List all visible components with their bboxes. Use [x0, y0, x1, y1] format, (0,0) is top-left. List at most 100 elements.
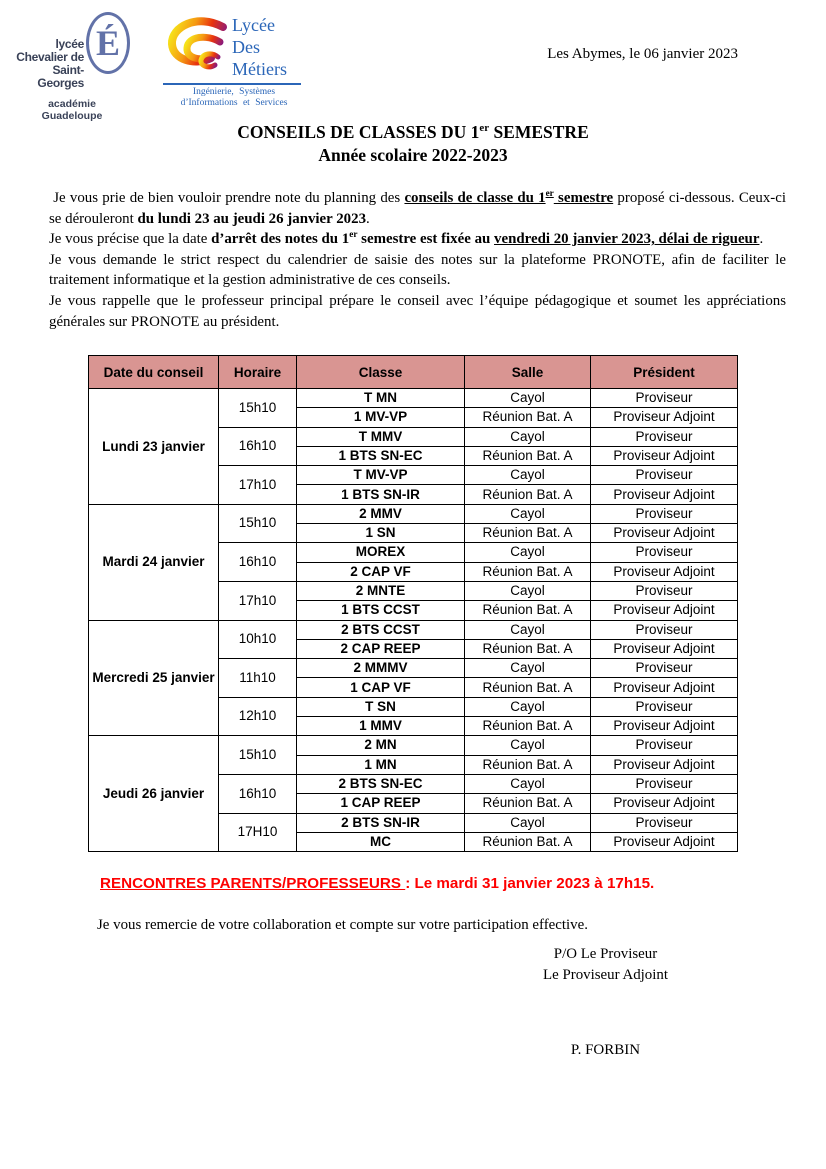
table-row: 1 MMV Réunion Bat. A Proviseur Adjoint	[89, 716, 738, 737]
paragraph-segment: semestre est fixée au	[357, 231, 495, 248]
table-row: 1 CAP REEP Réunion Bat. A Proviseur Adjoin…	[89, 793, 738, 814]
school-name-line3: Saint-Georges	[37, 63, 84, 90]
president-cell: Proviseur	[590, 773, 738, 795]
room-cell: Réunion Bat. A	[464, 638, 591, 660]
column-header: Classe	[296, 355, 465, 389]
paragraph: Je vous précise que la date d’arrêt des …	[49, 229, 786, 250]
academy-label-line2: Guadeloupe	[41, 110, 103, 122]
president-cell: Proviseur	[590, 387, 738, 409]
paragraph-segment: d’arrêt des notes du 1	[211, 231, 350, 248]
column-header: Salle	[464, 355, 591, 389]
table-row: 11h10 2 MMMV Cayol Proviseur	[89, 658, 738, 698]
paragraph-segment: vendredi 20 janvier 2023, délai de rigue…	[494, 231, 760, 248]
date-cell: Mardi 24 janvier	[88, 503, 219, 621]
room-cell: Réunion Bat. A	[464, 523, 591, 544]
time-cell: 15h10	[218, 735, 297, 775]
class-cell: MOREX	[296, 542, 465, 563]
room-cell: Réunion Bat. A	[464, 561, 591, 582]
swirl-icon	[168, 17, 227, 70]
room-cell: Cayol	[464, 619, 591, 640]
president-cell: Proviseur Adjoint	[590, 407, 738, 428]
president-cell: Proviseur Adjoint	[590, 561, 738, 582]
metiers-logo-text: Lycée Des Métiers	[232, 14, 287, 80]
class-cell: 2 CAP REEP	[296, 638, 465, 660]
paragraph-segment: du lundi 23 au jeudi 26 janvier 2023	[137, 210, 367, 227]
president-cell: Proviseur Adjoint	[590, 831, 738, 853]
table-row: 1 BTS CCST Réunion Bat. A Proviseur Adjoin…	[89, 600, 738, 621]
table-body: Lundi 23 janvier 15h10 T MN Cayol Proviseur 1…	[88, 387, 738, 853]
president-cell: Proviseur	[590, 812, 738, 833]
class-cell: 2 BTS SN-IR	[296, 812, 465, 833]
date-cell: Jeudi 26 janvier	[88, 735, 219, 853]
lycee-des-metiers-logo: Lycée Des Métiers Ingénierie, Systèmes d…	[163, 14, 305, 110]
class-cell: 1 BTS SN-EC	[296, 445, 465, 467]
table-row: Lundi 23 janvier 15h10 T MN Cayol Proviseur	[88, 387, 738, 505]
class-cell: 2 MMMV	[296, 658, 465, 679]
academy-label: académie Guadeloupe	[37, 98, 107, 122]
metiers-text-line3: Métiers	[232, 59, 287, 79]
schedule-table: Date du conseil Horaire Classe Salle Préside…	[88, 355, 738, 853]
title-line1-text: CONSEILS DE CLASSES DU 1	[237, 122, 480, 142]
table-head: Date du conseil Horaire Classe Salle Préside…	[88, 355, 738, 389]
class-cell: 2 MNTE	[296, 580, 465, 602]
signature-block: P/O Le Proviseur Le Proviseur Adjoint	[503, 944, 708, 986]
time-cell: 15h10	[218, 388, 297, 428]
table-row: 2 CAP REEP Réunion Bat. A Proviseur Adjoin…	[89, 638, 738, 660]
class-cell: 1 CAP REEP	[296, 793, 465, 814]
room-cell: Cayol	[464, 465, 591, 486]
date-cell: Lundi 23 janvier	[88, 388, 219, 505]
president-cell: Proviseur Adjoint	[590, 523, 738, 544]
school-name-line1: lycée	[55, 37, 84, 51]
column-header: Date du conseil	[88, 355, 219, 389]
room-cell: Cayol	[464, 696, 591, 718]
class-cell: 1 MMV	[296, 716, 465, 737]
time-cell: 12h10	[218, 696, 297, 737]
president-cell: Proviseur Adjoint	[590, 716, 738, 737]
time-cell: 17H10	[218, 812, 297, 853]
paragraph-segment: .	[759, 231, 764, 248]
room-cell: Cayol	[464, 426, 591, 447]
room-cell: Réunion Bat. A	[464, 716, 591, 737]
paragraph-segment: semestre	[553, 190, 614, 206]
president-cell: Proviseur	[590, 465, 738, 486]
paragraph-segment: conseils de classe du 1	[404, 190, 546, 206]
room-cell: Réunion Bat. A	[464, 831, 591, 853]
time-cell: 16h10	[218, 773, 297, 814]
table-row: 16h10 MOREX Cayol Proviseur	[89, 542, 738, 582]
class-cell: 2 BTS SN-EC	[296, 773, 465, 795]
president-cell: Proviseur Adjoint	[590, 600, 738, 621]
room-cell: Cayol	[464, 658, 591, 679]
paragraph-segment: Je vous précise que la date	[49, 231, 212, 248]
metiers-logo-rule	[163, 83, 301, 85]
signature-role-line1: P/O Le Proviseur	[553, 946, 658, 962]
time-cell: 17h10	[218, 465, 297, 505]
president-cell: Proviseur Adjoint	[590, 754, 738, 775]
paragraph: Je vous prie de bien vouloir prendre not…	[49, 188, 786, 229]
class-cell: T MN	[296, 387, 465, 409]
paragraph: Je vous demande le strict respect du cal…	[49, 250, 786, 291]
paragraph-segment: Je vous rappelle que le professeur princ…	[49, 292, 786, 330]
room-cell: Cayol	[464, 735, 591, 756]
president-cell: Proviseur	[590, 426, 738, 447]
table-row: 1 SN Réunion Bat. A Proviseur Adjoint	[89, 523, 738, 544]
time-cell: 16h10	[218, 426, 297, 467]
class-cell: T MV-VP	[296, 465, 465, 486]
meeting-detail: : Le mardi 31 janvier 2023 à 17h15.	[405, 875, 655, 892]
table-header-row: Date du conseil Horaire Classe Salle Préside…	[88, 355, 738, 389]
president-cell: Proviseur	[590, 735, 738, 756]
metiers-text-line2: Des	[232, 37, 260, 57]
president-cell: Proviseur	[590, 542, 738, 563]
table-row: Mercredi 25 janvier 10h10 2 BTS CCST Cayol P…	[88, 619, 738, 737]
president-cell: Proviseur	[590, 658, 738, 679]
president-cell: Proviseur Adjoint	[590, 638, 738, 660]
table-row: 16h10 2 BTS SN-EC Cayol Proviseur	[89, 773, 738, 814]
room-cell: Réunion Bat. A	[464, 484, 591, 505]
metiers-subtitle-line1: Ingénierie, Systèmes	[192, 87, 276, 97]
column-header: Horaire	[218, 355, 297, 389]
table-row: 12h10 T SN Cayol Proviseur	[89, 696, 738, 737]
class-cell: 2 MMV	[296, 503, 465, 525]
table-row: 2 CAP VF Réunion Bat. A Proviseur Adjoint	[89, 561, 738, 582]
table-row: 17H10 2 BTS SN-IR Cayol Proviseur	[89, 812, 738, 853]
academy-e-icon: É	[86, 12, 130, 74]
time-cell: 15h10	[218, 503, 297, 544]
